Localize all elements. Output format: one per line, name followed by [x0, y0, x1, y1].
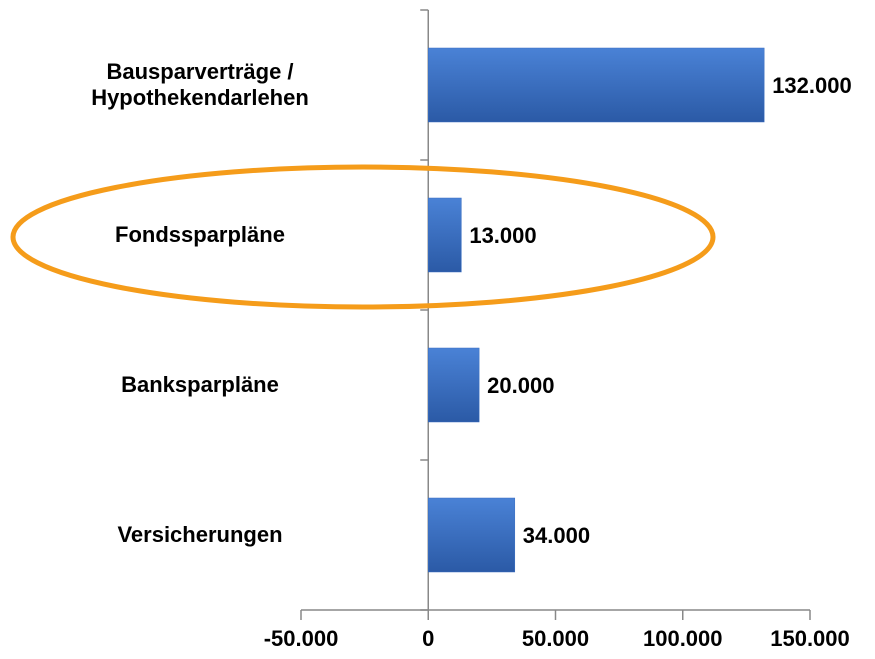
- x-tick-label: -50.000: [264, 626, 339, 651]
- x-tick-label: 100.000: [643, 626, 723, 651]
- value-label: 20.000: [487, 373, 554, 398]
- category-label: Fondssparpläne: [115, 222, 285, 247]
- bar: [428, 47, 765, 123]
- x-tick-label: 150.000: [770, 626, 850, 651]
- bar: [428, 347, 480, 423]
- bar: [428, 197, 462, 273]
- x-tick-label: 0: [422, 626, 434, 651]
- category-label: Versicherungen: [117, 522, 283, 547]
- value-label: 13.000: [469, 223, 536, 248]
- highlight-ellipse: [10, 164, 716, 310]
- x-tick-label: 50.000: [522, 626, 589, 651]
- value-label: 132.000: [772, 73, 852, 98]
- bar: [428, 497, 516, 573]
- category-label: Bausparverträge / Hypothekendarlehen: [91, 59, 309, 110]
- value-label: 34.000: [523, 523, 590, 548]
- category-label: Banksparpläne: [121, 372, 279, 397]
